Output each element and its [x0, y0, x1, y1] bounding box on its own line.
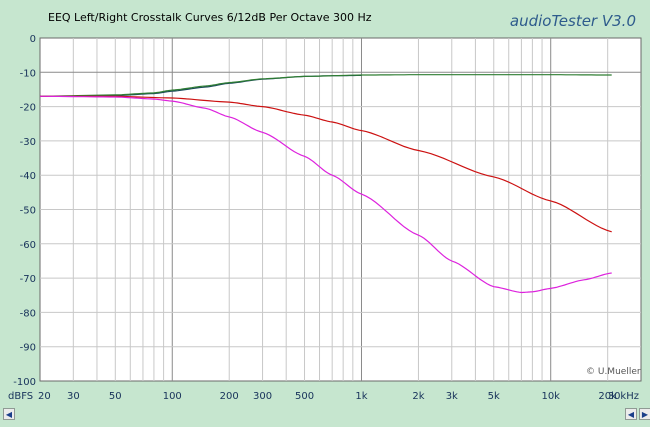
- y-tick-label: -90: [20, 343, 36, 354]
- y-tick-label: -20: [20, 103, 36, 114]
- y-tick-label: 0: [30, 34, 36, 45]
- credit-label: © U.Mueller: [586, 367, 641, 377]
- series-line-2: [39, 74, 612, 97]
- scroll-right-button[interactable]: ▶: [639, 408, 650, 420]
- x-tick-label: 5k: [488, 391, 500, 402]
- y-tick-label: -40: [20, 171, 36, 182]
- x-tick-label: 100: [163, 391, 182, 402]
- x-tick-label: 1k: [355, 391, 367, 402]
- y-tick-label: -50: [20, 206, 36, 217]
- x-tick-label: 50: [109, 391, 122, 402]
- x-tick-label: 300: [253, 391, 272, 402]
- app-brand-label: audioTester V3.0: [509, 12, 636, 30]
- series-lines: [39, 74, 612, 294]
- grid-lines: [40, 38, 641, 381]
- y-tick-label: -10: [20, 68, 36, 79]
- x-tick-label: 2k: [412, 391, 424, 402]
- x-tick-label: 20: [38, 391, 51, 402]
- x-tick-label: 500: [295, 391, 314, 402]
- y-tick-label: -70: [20, 274, 36, 285]
- x-tick-label: 20k: [598, 391, 617, 402]
- x-tick-label: 30: [67, 391, 80, 402]
- y-axis-ticks: 0 -10 -20 -30 -40 -50 -60 -70 -80 -90 -100: [13, 34, 36, 388]
- y-tick-label: -30: [20, 137, 36, 148]
- x-tick-label: 3k: [446, 391, 458, 402]
- y-axis-label: dBFS: [8, 391, 33, 402]
- y-tick-label: -80: [20, 308, 36, 319]
- x-tick-label: 200: [220, 391, 239, 402]
- chart-title: EEQ Left/Right Crosstalk Curves 6/12dB P…: [48, 11, 372, 24]
- series-line-3: [40, 95, 612, 233]
- scroll-back-button[interactable]: ◀: [625, 408, 637, 420]
- x-tick-label: 30kHz: [608, 391, 639, 402]
- series-line-4: [40, 95, 612, 294]
- scroll-left-button[interactable]: ◀: [3, 408, 15, 420]
- y-tick-label: -60: [20, 240, 36, 251]
- x-tick-label: 10k: [541, 391, 560, 402]
- y-tick-label: -100: [13, 377, 36, 388]
